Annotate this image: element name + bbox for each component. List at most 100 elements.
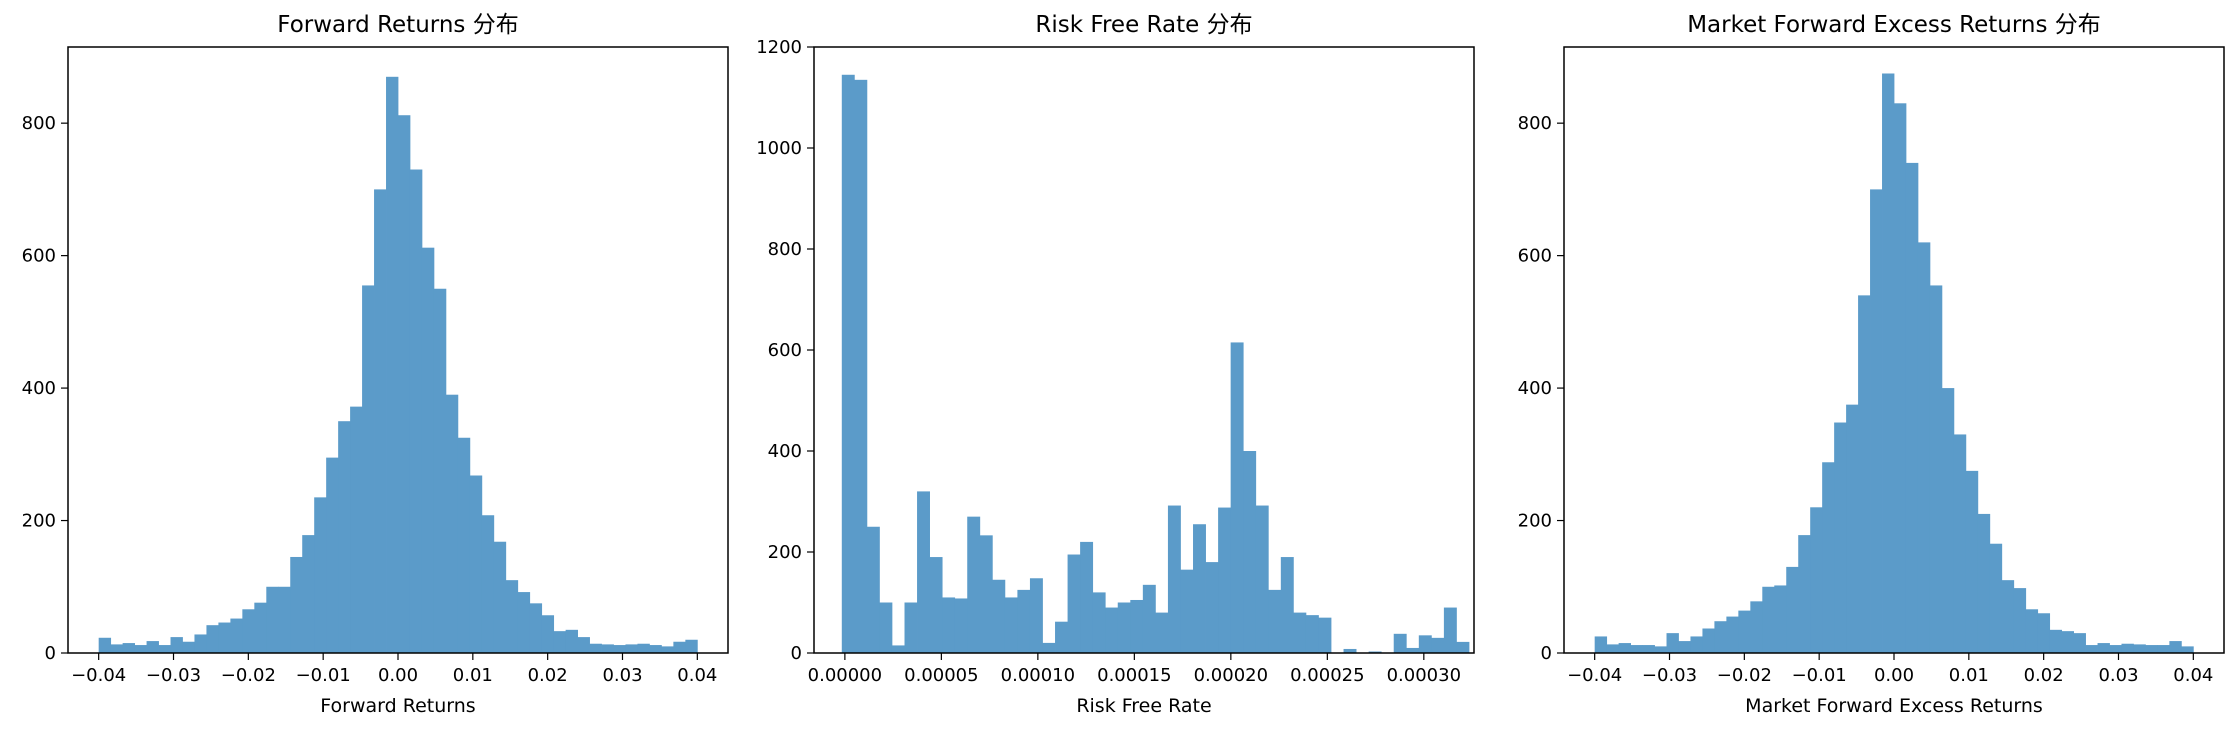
y-tick-label: 800 — [22, 113, 56, 134]
histogram-bar — [2085, 645, 2098, 653]
x-tick-label: 0.00020 — [1194, 665, 1268, 686]
histogram-bar — [904, 602, 918, 653]
y-tick-label: 1200 — [756, 37, 802, 58]
histogram-bar — [2157, 645, 2170, 653]
histogram-bar — [1017, 589, 1031, 654]
histogram-bar — [469, 475, 483, 653]
y-tick-label: 0 — [791, 643, 802, 664]
y-tick-label: 400 — [768, 441, 802, 462]
histogram-bar — [2181, 646, 2194, 653]
histogram-bar — [637, 643, 650, 653]
histogram-bar — [1774, 585, 1787, 653]
histogram-bar — [2025, 609, 2039, 653]
histogram-bar — [1822, 462, 1835, 653]
histogram-bar — [421, 247, 435, 653]
x-tick-label: 0.00 — [1874, 665, 1914, 686]
histogram-bar — [481, 515, 495, 653]
histogram-bar — [505, 580, 519, 653]
chart-title: Market Forward Excess Returns 分布 — [1687, 12, 2101, 38]
histogram-bar — [398, 115, 411, 654]
y-tick-label: 800 — [768, 239, 802, 260]
histogram-bars — [841, 74, 1470, 654]
histogram-bar — [1004, 597, 1018, 653]
histogram-bar — [841, 74, 855, 653]
histogram-bar — [158, 645, 171, 653]
histogram-bar — [194, 634, 207, 653]
histogram-bar — [409, 169, 423, 653]
subplot-market-forward-excess-returns: −0.04 −0.03 −0.02 −0.01 0.00 0.01 0.02 0.03 0.04… — [1518, 12, 2225, 717]
histogram-bar — [2109, 645, 2122, 653]
histogram-bar — [1456, 641, 1470, 653]
histogram-bar — [1786, 566, 1799, 653]
x-tick-label: −0.02 — [1717, 665, 1772, 686]
histogram-bar — [1953, 434, 1967, 653]
histogram-bar — [979, 535, 993, 653]
histogram-bar — [649, 645, 662, 653]
histogram-bar — [577, 637, 590, 653]
histogram-bar — [433, 288, 447, 653]
histogram-bar — [350, 406, 363, 653]
histogram-bar — [553, 631, 567, 653]
histogram-bar — [1218, 507, 1232, 653]
x-tick-label: −0.01 — [1792, 665, 1847, 686]
histogram-bar — [1762, 586, 1775, 653]
histogram-bar — [2013, 588, 2027, 653]
histogram-bar — [1618, 643, 1631, 653]
histogram-bar — [254, 602, 267, 653]
x-tick-label: 0.00030 — [1387, 665, 1461, 686]
histogram-bar — [1418, 635, 1432, 653]
y-tick-label: 400 — [1518, 378, 1552, 399]
histogram-bar — [1798, 535, 1811, 653]
x-tick-label: 0.00 — [378, 665, 418, 686]
histogram-bar — [625, 644, 638, 653]
histogram-bar — [879, 602, 893, 653]
histogram-bar — [242, 609, 255, 653]
y-tick-label: 600 — [22, 246, 56, 267]
x-tick-label: 0.04 — [2173, 665, 2213, 686]
histogram-bar — [1318, 617, 1332, 653]
y-tick-label: 200 — [22, 511, 56, 532]
histogram-bar — [326, 457, 339, 653]
histogram-bars — [98, 76, 698, 654]
histogram-bar — [1870, 189, 1883, 653]
x-tick-label: −0.03 — [146, 665, 201, 686]
histogram-bar — [1167, 505, 1181, 653]
histogram-bar — [601, 644, 614, 653]
histogram-bar — [854, 79, 868, 653]
histogram-bar — [1205, 562, 1219, 653]
histogram-bar — [1230, 342, 1244, 653]
histogram-bar — [1606, 644, 1620, 653]
histogram-bar — [2169, 641, 2182, 653]
histogram-bar — [1406, 647, 1420, 653]
histogram-bar — [1750, 601, 1763, 653]
histogram-bar — [1142, 584, 1156, 653]
histogram-bar — [1268, 589, 1282, 654]
histogram-bar — [1714, 621, 1727, 653]
histogram-bar — [1894, 103, 1907, 654]
histogram-bar — [891, 645, 905, 653]
histogram-bar — [866, 526, 880, 653]
histogram-bar — [110, 644, 124, 653]
histogram-bar — [1834, 422, 1847, 653]
histogram-bar — [266, 586, 279, 653]
histogram-bar — [362, 285, 375, 653]
histogram-bar — [1255, 505, 1269, 653]
histogram-bar — [2097, 643, 2110, 653]
x-tick-label: −0.04 — [71, 665, 126, 686]
histogram-bar — [230, 618, 243, 653]
histogram-bar — [541, 615, 555, 653]
histogram-bar — [1280, 557, 1294, 653]
histogram-bar — [1130, 599, 1144, 653]
histogram-bar — [929, 557, 943, 653]
histogram-bar — [1654, 646, 1667, 653]
y-tick-label: 600 — [1518, 246, 1552, 267]
histogram-bar — [685, 639, 698, 653]
histogram-bar — [493, 541, 507, 653]
x-tick-label: −0.02 — [221, 665, 276, 686]
histogram-bar — [122, 643, 135, 653]
histogram-bar — [967, 516, 981, 653]
x-tick-label: 0.01 — [1949, 665, 1989, 686]
histogram-bar — [1666, 633, 1679, 653]
histogram-bar — [992, 579, 1006, 653]
histogram-bar — [1105, 607, 1119, 653]
